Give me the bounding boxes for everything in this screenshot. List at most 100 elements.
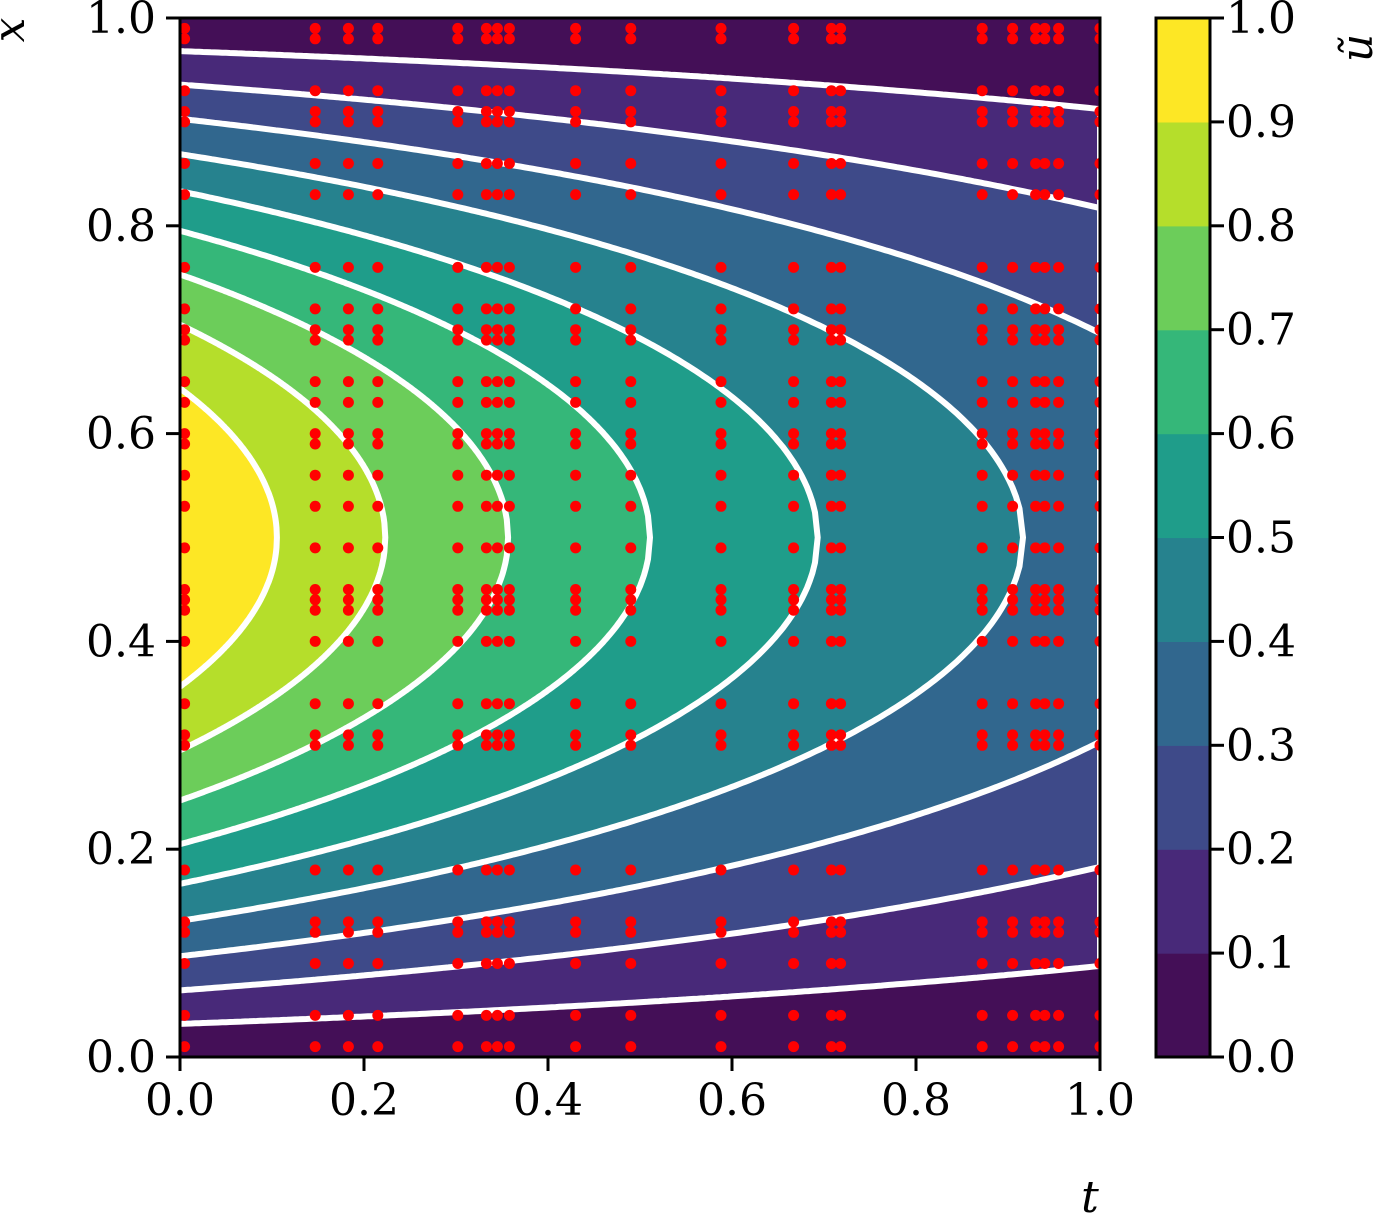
x-tick-label: 0.0 — [145, 1075, 215, 1126]
sample-point — [1030, 106, 1042, 117]
contour-line-0.7 — [180, 271, 512, 804]
sample-point — [835, 324, 847, 336]
sample-point — [491, 324, 503, 336]
sample-point — [570, 500, 582, 512]
sample-point — [180, 334, 191, 346]
sample-point — [480, 189, 492, 201]
sample-point — [1053, 916, 1065, 928]
sample-point — [372, 303, 384, 315]
sample-point — [715, 698, 727, 710]
sample-point — [503, 729, 515, 741]
sample-point — [503, 1041, 515, 1053]
sample-point — [180, 500, 191, 512]
sample-point — [491, 469, 503, 481]
sample-point — [503, 584, 515, 595]
sample-point — [976, 334, 988, 346]
sample-point — [1007, 85, 1019, 97]
sample-point — [180, 635, 191, 647]
sample-point — [976, 1009, 988, 1021]
sample-point — [1053, 1009, 1065, 1021]
sample-point — [452, 635, 464, 647]
sample-point — [372, 428, 384, 440]
sample-point — [1039, 729, 1051, 741]
sample-point — [180, 33, 191, 45]
sample-point — [180, 22, 191, 34]
sample-point — [503, 916, 515, 928]
sample-point — [372, 116, 384, 128]
sample-point — [835, 438, 847, 450]
sample-point — [825, 500, 837, 512]
sample-point — [180, 116, 191, 128]
sample-point — [342, 864, 354, 876]
sample-point — [570, 85, 582, 97]
sample-point — [976, 739, 988, 751]
sample-point — [1053, 438, 1065, 450]
sample-point — [825, 116, 837, 128]
sample-point — [1053, 334, 1065, 346]
sample-point — [372, 396, 384, 408]
sample-point — [1030, 158, 1042, 169]
sample-point — [625, 158, 637, 169]
sample-point — [1007, 916, 1019, 928]
sample-point — [1053, 106, 1065, 117]
sample-point — [1039, 324, 1051, 336]
sample-point — [835, 22, 847, 34]
sample-point — [715, 85, 727, 97]
sample-point — [480, 33, 492, 45]
sample-point — [309, 864, 321, 876]
sample-point — [342, 739, 354, 751]
sample-point — [180, 158, 191, 169]
sample-point — [372, 584, 384, 595]
sample-point — [715, 106, 727, 117]
sample-point — [570, 334, 582, 346]
sample-point — [503, 334, 515, 346]
sample-point — [372, 698, 384, 710]
sample-point — [825, 926, 837, 938]
sample-point — [452, 438, 464, 450]
sample-point — [976, 376, 988, 388]
sample-point — [503, 33, 515, 45]
sample-point — [625, 698, 637, 710]
sample-point — [1007, 698, 1019, 710]
sample-point — [491, 158, 503, 169]
sample-point — [1030, 594, 1042, 606]
sample-point — [491, 584, 503, 595]
sample-point — [788, 739, 800, 751]
sample-point — [452, 594, 464, 606]
sample-point — [180, 542, 191, 554]
sample-point — [503, 438, 515, 450]
colorbar-tick-label: 0.1 — [1226, 928, 1296, 979]
sample-point — [342, 428, 354, 440]
sample-point — [788, 303, 800, 315]
sample-point — [715, 1041, 727, 1053]
sample-point — [342, 1009, 354, 1021]
sample-point — [480, 584, 492, 595]
sample-point — [1053, 428, 1065, 440]
sample-point — [625, 604, 637, 616]
sample-point — [503, 324, 515, 336]
sample-point — [1039, 469, 1051, 481]
colorbar-segment — [1156, 953, 1210, 1058]
sample-point — [715, 33, 727, 45]
sample-point — [1030, 864, 1042, 876]
x-axis-label: t — [1081, 1172, 1099, 1217]
sample-point — [452, 604, 464, 616]
sample-point — [372, 635, 384, 647]
sample-point — [570, 33, 582, 45]
sample-point — [1053, 33, 1065, 45]
sample-point — [503, 428, 515, 440]
sample-point — [825, 334, 837, 346]
sample-point — [625, 635, 637, 647]
sample-point — [491, 334, 503, 346]
sample-point — [825, 396, 837, 408]
sample-point — [1030, 500, 1042, 512]
sample-point — [452, 698, 464, 710]
sample-point — [825, 324, 837, 336]
sample-point — [715, 864, 727, 876]
sample-point — [342, 926, 354, 938]
sample-point — [788, 85, 800, 97]
sample-point — [309, 604, 321, 616]
sample-point — [835, 926, 847, 938]
sample-point — [788, 376, 800, 388]
sample-point — [1053, 376, 1065, 388]
